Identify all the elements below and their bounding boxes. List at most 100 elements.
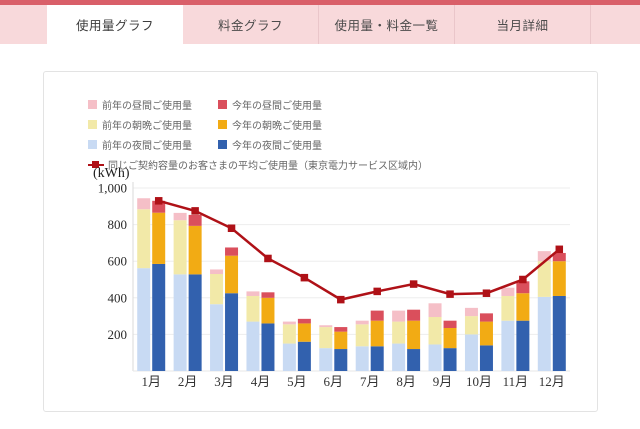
x-axis-label: 5月 <box>287 374 307 389</box>
legend-label: 前年の朝晩ご使用量 <box>102 121 192 132</box>
legend-label: 今年の昼間ご使用量 <box>232 101 322 112</box>
legend-item-curr-night: 今年の夜間ご使用量 <box>218 137 428 152</box>
prev-year-bar-segment <box>392 343 406 371</box>
curr-year-bar-segment <box>479 313 493 322</box>
prev-year-bar-segment <box>501 295 515 321</box>
curr-year-bar-segment <box>334 327 348 332</box>
y-tick-label: 400 <box>108 290 128 305</box>
prev-year-bar-segment <box>392 321 406 344</box>
legend-item-average-line: 同じご契約容量のお客さまの平均ご使用量（東京電力サービス区域内） <box>88 157 428 172</box>
average-usage-marker <box>446 290 454 298</box>
prev-year-bar-segment <box>319 348 333 371</box>
prev-year-bar-segment <box>355 320 369 325</box>
curr-year-bar-segment <box>297 318 311 324</box>
curr-year-bar-segment <box>407 349 421 371</box>
curr-year-bar-segment <box>334 331 348 350</box>
legend-item-prev-daytime: 前年の昼間ご使用量 <box>88 97 218 112</box>
prev-year-bar-segment <box>355 324 369 347</box>
prev-year-bar-segment <box>210 304 224 371</box>
curr-year-bar-segment <box>225 247 239 256</box>
curr-year-bar-segment <box>261 292 275 298</box>
legend-item-prev-night: 前年の夜間ご使用量 <box>88 137 218 152</box>
legend-item-prev-morning-evening: 前年の朝晩ご使用量 <box>88 117 218 132</box>
curr-year-bar-segment <box>443 348 457 371</box>
prev-year-bar-segment <box>246 295 260 322</box>
curr-year-bar-segment <box>552 261 566 296</box>
curr-year-bar-segment <box>297 341 311 371</box>
tab-bar: 使用量グラフ 料金グラフ 使用量・料金一覧 当月詳細 <box>0 5 640 44</box>
prev-year-bar-segment <box>501 320 515 371</box>
average-usage-marker <box>154 197 163 205</box>
x-axis-label: 7月 <box>360 374 380 389</box>
curr-year-bar-segment <box>516 281 530 294</box>
curr-year-bar-segment <box>479 321 493 346</box>
y-axis-unit-label: (kWh) <box>93 166 130 181</box>
tab-fee-graph[interactable]: 料金グラフ <box>183 5 319 44</box>
y-tick-label: 600 <box>108 254 128 269</box>
average-usage-marker <box>227 224 236 233</box>
prev-year-bar-segment <box>392 310 406 322</box>
curr-year-bar-segment <box>188 274 202 371</box>
curr-year-bar-segment <box>188 214 202 226</box>
curr-year-bar-segment <box>552 252 566 262</box>
x-axis-label: 4月 <box>251 374 271 389</box>
x-axis-label: 1月 <box>141 374 161 389</box>
curr-year-bar-segment <box>225 255 239 294</box>
average-usage-marker <box>300 273 309 282</box>
x-axis-label: 3月 <box>214 374 234 389</box>
average-usage-marker <box>519 275 527 284</box>
prev-year-bar-segment <box>173 220 187 275</box>
prev-year-bar-segment <box>246 321 260 371</box>
x-axis-label: 6月 <box>324 374 344 389</box>
x-axis-label: 11月 <box>503 374 529 389</box>
tab-usage-graph[interactable]: 使用量グラフ <box>47 5 183 44</box>
top-accent-strip <box>0 0 640 5</box>
average-usage-marker <box>555 245 564 254</box>
average-usage-line <box>158 199 561 301</box>
curr-year-bar-segment <box>370 320 384 347</box>
y-tick-label: 1,000 <box>98 181 127 196</box>
prev-year-bar-segment <box>137 198 151 210</box>
curr-daytime-swatch-icon <box>218 100 227 109</box>
legend-label: 今年の夜間ご使用量 <box>232 141 322 152</box>
average-usage-marker <box>191 207 199 215</box>
curr-year-bar-segment <box>479 345 493 371</box>
prev-year-bar-segment <box>464 316 478 335</box>
prev-year-bar-segment <box>137 209 151 269</box>
prev-year-bar-segment <box>173 212 187 221</box>
curr-year-bar-segment <box>407 309 421 321</box>
curr-year-bar-segment <box>370 310 384 321</box>
x-axis-label: 10月 <box>466 374 492 389</box>
prev-year-bar-segment <box>428 344 442 371</box>
legend-label: 前年の昼間ご使用量 <box>102 101 192 112</box>
curr-morning-evening-swatch-icon <box>218 120 227 129</box>
legend-label: 今年の朝晩ご使用量 <box>232 121 322 132</box>
curr-night-swatch-icon <box>218 140 227 149</box>
y-tick-label: 800 <box>108 217 128 232</box>
prev-year-bar-segment <box>282 343 296 371</box>
curr-year-bar-segment <box>407 320 421 350</box>
curr-year-bar-segment <box>261 297 275 324</box>
x-axis-label: 9月 <box>433 374 453 389</box>
average-usage-marker <box>409 280 418 288</box>
prev-year-bar-segment <box>319 325 333 328</box>
line-marker-icon <box>88 160 104 169</box>
prev-year-bar-segment <box>428 317 442 345</box>
prev-year-bar-segment <box>537 261 551 297</box>
legend-label: 同じご契約容量のお客さまの平均ご使用量（東京電力サービス区域内） <box>108 161 428 172</box>
curr-year-bar-segment <box>516 293 530 321</box>
curr-year-bar-segment <box>261 323 275 371</box>
curr-year-bar-segment <box>152 212 166 264</box>
legend-item-curr-morning-evening: 今年の朝晩ご使用量 <box>218 117 428 132</box>
prev-year-bar-segment <box>282 321 296 325</box>
tab-current-month-detail[interactable]: 当月詳細 <box>455 5 591 44</box>
prev-year-bar-segment <box>210 269 224 275</box>
curr-year-bar-segment <box>188 225 202 275</box>
prev-night-swatch-icon <box>88 140 97 149</box>
average-usage-marker <box>264 254 272 263</box>
curr-year-bar-segment <box>552 295 566 371</box>
tab-usage-fee-list[interactable]: 使用量・料金一覧 <box>319 5 455 44</box>
prev-year-bar-segment <box>173 274 187 371</box>
x-axis-label: 8月 <box>396 374 416 389</box>
average-usage-marker <box>373 287 381 296</box>
